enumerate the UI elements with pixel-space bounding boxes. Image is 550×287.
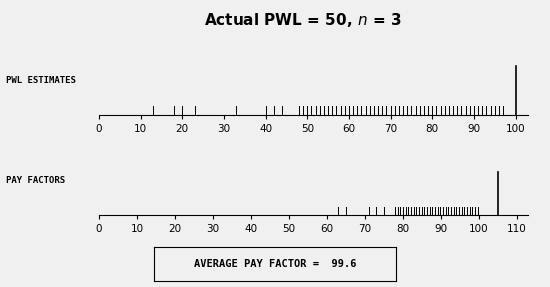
- Text: Actual PWL = 50, $\mathit{n}$ = 3: Actual PWL = 50, $\mathit{n}$ = 3: [204, 11, 402, 30]
- Text: AVERAGE PAY FACTOR =  99.6: AVERAGE PAY FACTOR = 99.6: [194, 259, 356, 269]
- Text: PWL ESTIMATES: PWL ESTIMATES: [6, 76, 75, 85]
- Text: PAY FACTORS: PAY FACTORS: [6, 176, 65, 185]
